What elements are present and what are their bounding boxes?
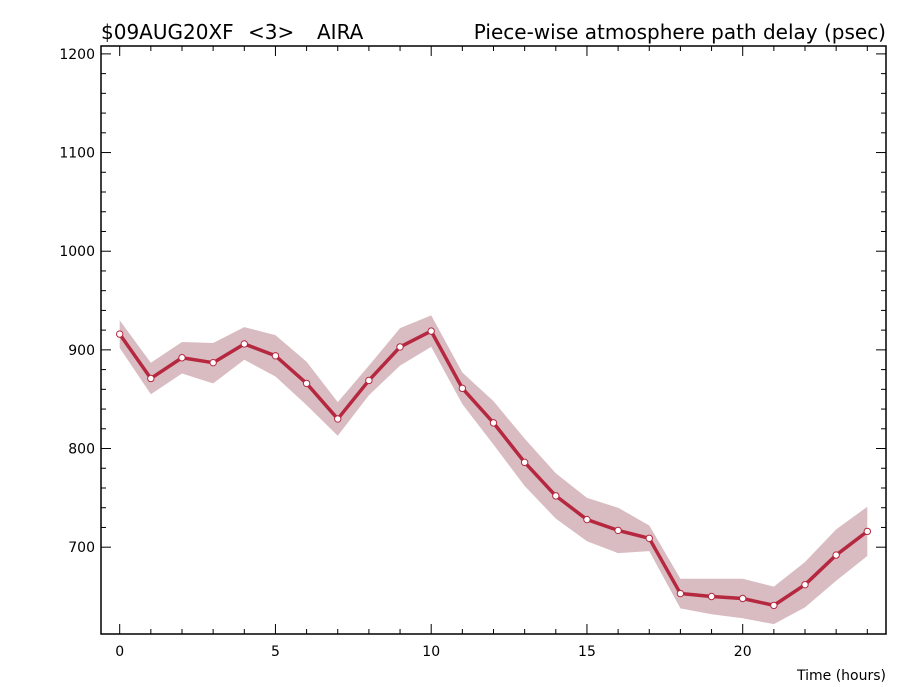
data-point — [520, 458, 529, 467]
data-point — [863, 527, 872, 536]
scan-label: <3> — [248, 20, 294, 44]
data-point — [147, 374, 155, 383]
data-point — [396, 343, 404, 351]
data-point — [552, 492, 560, 500]
data-point — [427, 327, 435, 335]
data-point — [583, 515, 591, 524]
y-tick-label: 700 — [68, 540, 95, 556]
station-label: AIRA — [317, 20, 364, 44]
chart-header: $09AUG20XF <3> AIRA Piece-wise atmospher… — [101, 20, 886, 44]
experiment-label: $09AUG20XF — [101, 20, 234, 44]
x-axis-label: Time (hours) — [796, 668, 886, 684]
data-point — [739, 594, 747, 603]
plot-area: 700 800 900 1000 1100 1200 0 5 10 15 20 — [59, 45, 887, 660]
data-point — [801, 580, 809, 589]
data-point — [115, 330, 124, 338]
y-tick-label: 900 — [68, 343, 95, 359]
y-tick-label: 800 — [68, 442, 95, 458]
data-point — [645, 534, 653, 543]
y-tick-label: 1000 — [59, 244, 95, 260]
x-tick-label: 0 — [115, 644, 124, 660]
data-point — [334, 415, 342, 423]
data-point — [614, 526, 622, 535]
data-point — [271, 352, 280, 360]
data-point — [832, 551, 840, 559]
uncertainty-band — [119, 315, 868, 625]
data-point — [458, 384, 467, 393]
data-point — [676, 589, 685, 598]
chart-title: Piece-wise atmosphere path delay (psec) — [474, 20, 886, 44]
data-point — [489, 419, 498, 427]
data-point — [209, 358, 217, 367]
plot-frame — [100, 45, 887, 635]
x-tick-label: 5 — [271, 644, 280, 660]
x-tick-label: 10 — [422, 644, 440, 660]
data-point — [178, 354, 186, 362]
y-tick-label: 1100 — [59, 146, 95, 162]
data-point — [240, 340, 248, 348]
data-point — [365, 376, 373, 385]
x-tick-label: 20 — [734, 644, 752, 660]
data-point — [302, 379, 311, 388]
series-line — [118, 329, 869, 608]
x-tick-label: 15 — [578, 644, 596, 660]
y-tick-label: 1200 — [59, 47, 95, 63]
data-point — [707, 592, 716, 601]
data-point — [770, 601, 778, 610]
